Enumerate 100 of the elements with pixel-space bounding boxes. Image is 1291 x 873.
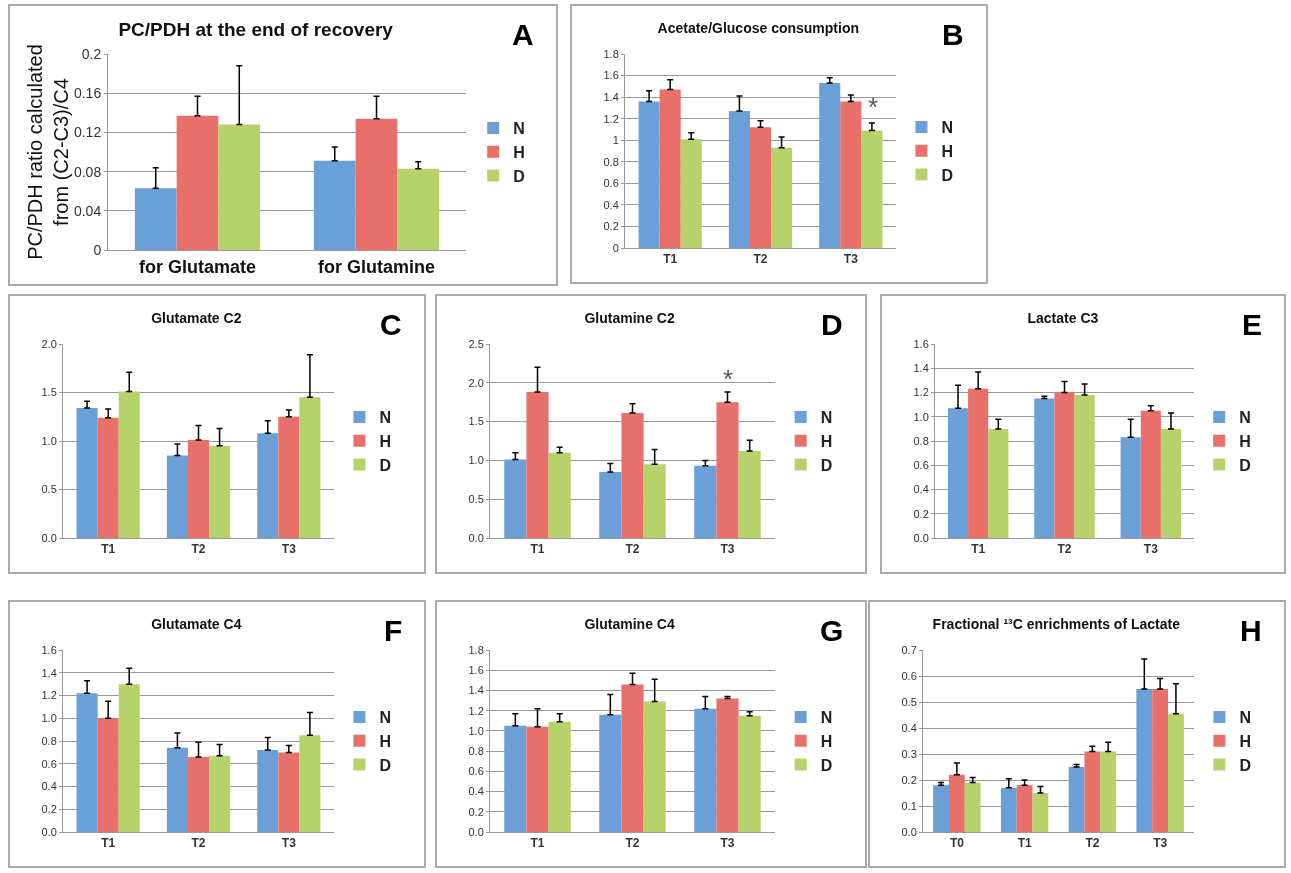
y-tick-label: 0.4 — [41, 780, 57, 793]
y-tick-label: 1.0 — [41, 434, 57, 447]
y-tick-label: 0.5 — [468, 493, 484, 506]
y-tick-label: 0.2 — [913, 507, 929, 520]
y-tick-label: 0.2 — [81, 45, 102, 62]
bar — [76, 408, 98, 538]
legend-label: H — [1239, 432, 1251, 450]
bar — [1140, 410, 1161, 538]
bar — [1160, 428, 1182, 538]
x-tick-label: T3 — [843, 252, 859, 267]
y-tick-label: 1.6 — [603, 69, 619, 82]
bar — [257, 750, 279, 832]
x-tick-label: for Glutamate — [138, 256, 257, 277]
bar — [76, 693, 98, 832]
legend-label: H — [820, 732, 833, 750]
bar — [1168, 713, 1184, 832]
legend-label: H — [379, 432, 391, 450]
y-tick-label: 0.8 — [41, 734, 57, 747]
bar — [166, 455, 188, 538]
annotation: * — [868, 92, 879, 122]
legend-label: N — [941, 119, 953, 137]
chart-title: Lactate C3 — [1027, 309, 1099, 326]
legend-label: N — [379, 409, 391, 427]
y-tick-label: 0.5 — [41, 483, 57, 496]
chart-title: PC/PDH at the end of recovery — [118, 19, 394, 41]
bar — [948, 774, 965, 832]
bar — [599, 472, 622, 538]
legend-label: H — [820, 432, 833, 450]
x-tick-label: T3 — [1143, 542, 1159, 557]
bar — [861, 130, 883, 248]
legend-label: D — [820, 756, 833, 774]
y-tick-label: 0.8 — [468, 744, 484, 757]
y-tick-label: 1.4 — [468, 684, 484, 697]
x-tick-label: T3 — [281, 836, 297, 851]
x-tick-label: T2 — [625, 836, 640, 851]
y-tick-label: 0.4 — [603, 198, 619, 211]
y-tick-label: 0 — [612, 241, 619, 254]
bar — [548, 452, 571, 538]
legend-label: D — [820, 456, 833, 474]
bar — [278, 416, 300, 538]
legend-label: D — [1239, 756, 1251, 774]
y-tick-label: 1.5 — [41, 386, 57, 399]
y-tick-label: 0.8 — [603, 155, 619, 168]
bar — [526, 392, 549, 538]
bar — [218, 124, 261, 250]
y-tick-label: 0.8 — [913, 434, 929, 447]
legend-label: N — [513, 120, 525, 138]
legend-label: H — [513, 143, 525, 161]
y-tick-label: 0.0 — [468, 825, 484, 838]
y-tick-label: 0.2 — [468, 805, 484, 818]
bar — [187, 440, 210, 538]
bar — [97, 417, 119, 538]
y-tick-label: 2.5 — [468, 337, 484, 350]
x-tick-label: T2 — [1085, 836, 1100, 851]
bar — [599, 714, 622, 832]
legend-label: H — [1239, 732, 1251, 750]
chart-title: Glutamate C4 — [151, 615, 242, 632]
y-tick-label: 0.4 — [468, 785, 484, 798]
y-tick-label: 1.2 — [468, 704, 484, 717]
bar — [1152, 689, 1169, 832]
bar — [118, 391, 140, 538]
y-tick-label: 1.4 — [913, 362, 929, 375]
y-tick-label: 0.2 — [603, 220, 619, 233]
legend-label: N — [820, 409, 833, 427]
bar — [166, 747, 188, 832]
legend-label: D — [1239, 456, 1251, 474]
text: B — [942, 18, 964, 51]
y-tick-label: 1.0 — [41, 712, 57, 725]
text: G — [820, 614, 844, 647]
y-tick-label: 2.0 — [468, 376, 484, 389]
bar — [209, 445, 231, 538]
y-tick-label: 1.4 — [603, 90, 619, 103]
x-tick-label: T0 — [949, 836, 965, 851]
legend-label: D — [379, 456, 391, 474]
bar — [947, 408, 969, 538]
bar — [1032, 793, 1049, 832]
y-tick-label: 1.6 — [41, 643, 57, 656]
x-tick-label: T1 — [101, 836, 116, 851]
y-tick-label: 0.2 — [41, 803, 57, 816]
y-tick-label: 1.8 — [468, 643, 484, 656]
bar — [819, 83, 841, 248]
bar — [968, 388, 989, 538]
x-tick-label: T1 — [1017, 836, 1032, 851]
chart-title: Fractional ¹³C enrichments of Lactate — [932, 615, 1181, 632]
legend-label: D — [941, 166, 953, 184]
y-tick-label: 1.4 — [41, 666, 57, 679]
y-tick-label: 1.8 — [603, 47, 619, 60]
x-tick-label: T2 — [753, 252, 768, 267]
bar — [1000, 787, 1017, 832]
annotation: * — [723, 364, 734, 394]
bar — [118, 684, 140, 832]
bar — [749, 127, 772, 248]
y-tick-label: 0.0 — [41, 531, 57, 544]
y-tick-label: 0.7 — [901, 643, 917, 656]
bar — [680, 139, 702, 248]
y-tick-label: 1.2 — [913, 386, 929, 399]
x-tick-label: T1 — [530, 836, 545, 851]
y-tick-label: 0.6 — [603, 177, 619, 190]
x-tick-label: T2 — [191, 542, 206, 557]
bar — [1074, 394, 1095, 538]
